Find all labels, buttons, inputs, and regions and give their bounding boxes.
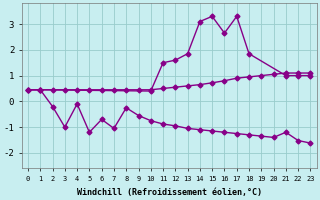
X-axis label: Windchill (Refroidissement éolien,°C): Windchill (Refroidissement éolien,°C) xyxy=(77,188,262,197)
